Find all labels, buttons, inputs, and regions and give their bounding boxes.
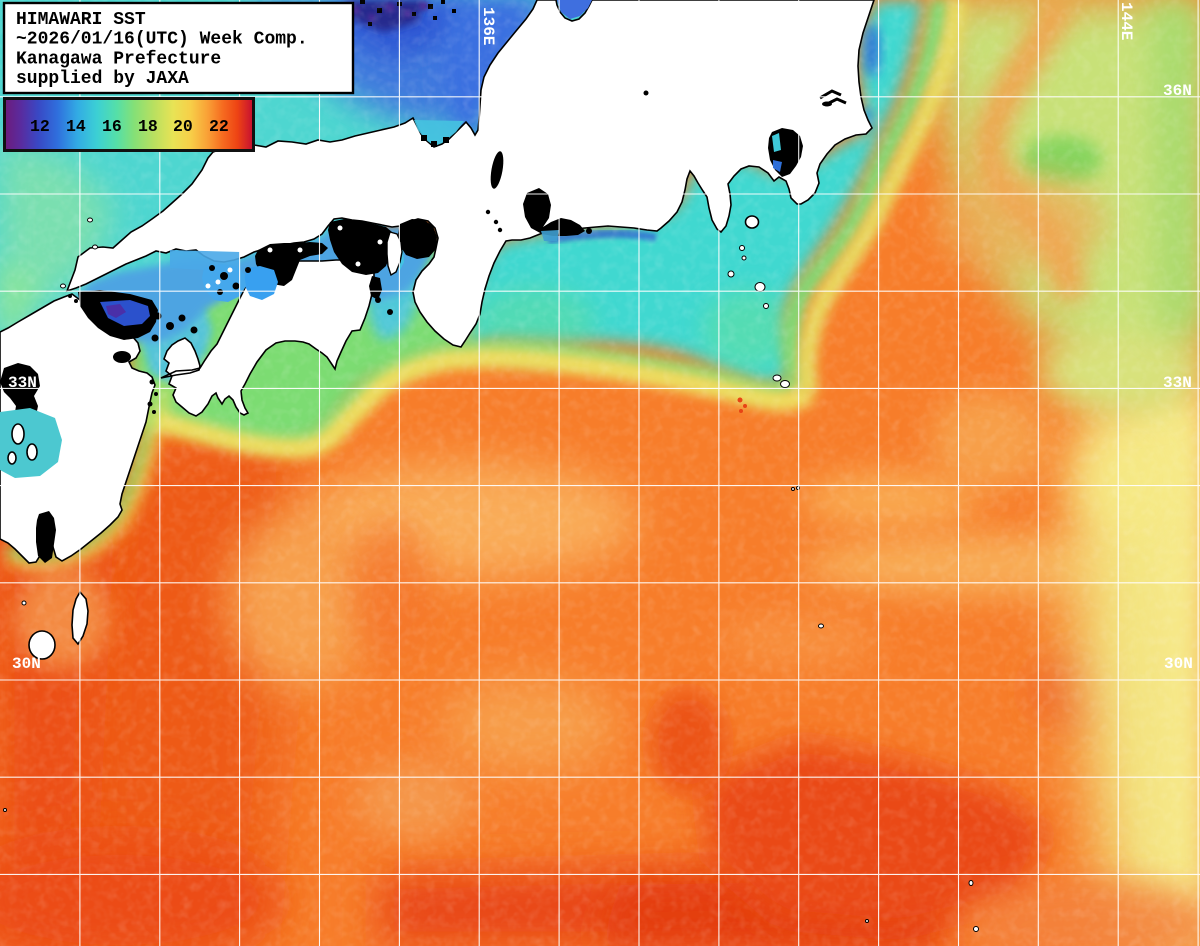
svg-text:20: 20 [173,117,193,136]
svg-text:33N: 33N [8,374,37,392]
svg-text:18: 18 [138,117,158,136]
svg-text:30N: 30N [1164,655,1193,673]
svg-text:~2026/01/16(UTC) Week Comp.: ~2026/01/16(UTC) Week Comp. [16,30,308,50]
svg-text:30N: 30N [12,655,41,673]
svg-text:HIMAWARI SST: HIMAWARI SST [16,10,146,30]
svg-text:144E: 144E [1117,2,1135,40]
svg-text:136E: 136E [479,7,497,45]
svg-text:12: 12 [30,117,50,136]
svg-text:supplied by JAXA: supplied by JAXA [16,69,189,89]
svg-text:14: 14 [66,117,86,136]
svg-text:22: 22 [209,117,229,136]
svg-text:33N: 33N [1163,374,1192,392]
svg-text:16: 16 [102,117,122,136]
svg-text:Kanagawa Prefecture: Kanagawa Prefecture [16,49,221,69]
svg-text:36N: 36N [1163,82,1192,100]
